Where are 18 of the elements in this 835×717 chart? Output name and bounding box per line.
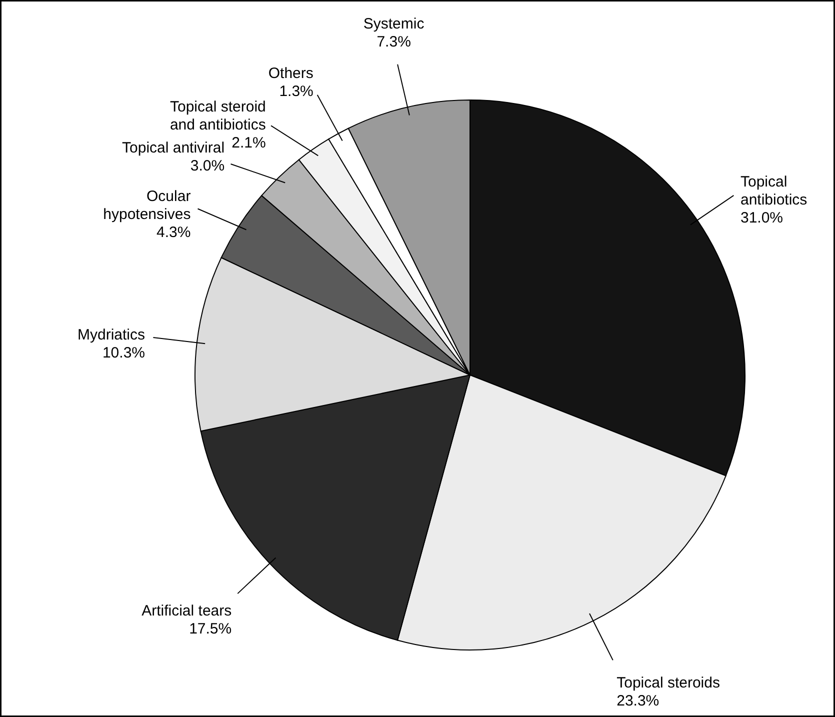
slice-label: Others xyxy=(268,65,314,82)
data-label: 23.3% xyxy=(616,692,660,710)
slice-label: Ocular hypotensives xyxy=(103,188,191,223)
data-label: 2.1% xyxy=(232,134,266,152)
data-label: 31.0% xyxy=(740,210,784,227)
slice-label: Artificial tears xyxy=(142,602,232,620)
data-label: 7.3% xyxy=(376,34,411,51)
data-label: 3.0% xyxy=(190,158,225,175)
slice-label: Systemic xyxy=(363,16,425,33)
data-label: 4.3% xyxy=(156,224,191,241)
data-label: 17.5% xyxy=(189,620,232,638)
slice-label: Topical antiviral xyxy=(122,140,225,157)
slice-label: Topical steroids xyxy=(616,674,720,692)
slice-label: Topical steroid and antibiotics xyxy=(170,98,266,134)
slice-label: Mydriatics xyxy=(78,326,146,344)
data-label: 1.3% xyxy=(279,83,314,100)
data-label: 10.3% xyxy=(102,344,146,362)
slice-label: Topical antibiotics xyxy=(740,174,808,209)
